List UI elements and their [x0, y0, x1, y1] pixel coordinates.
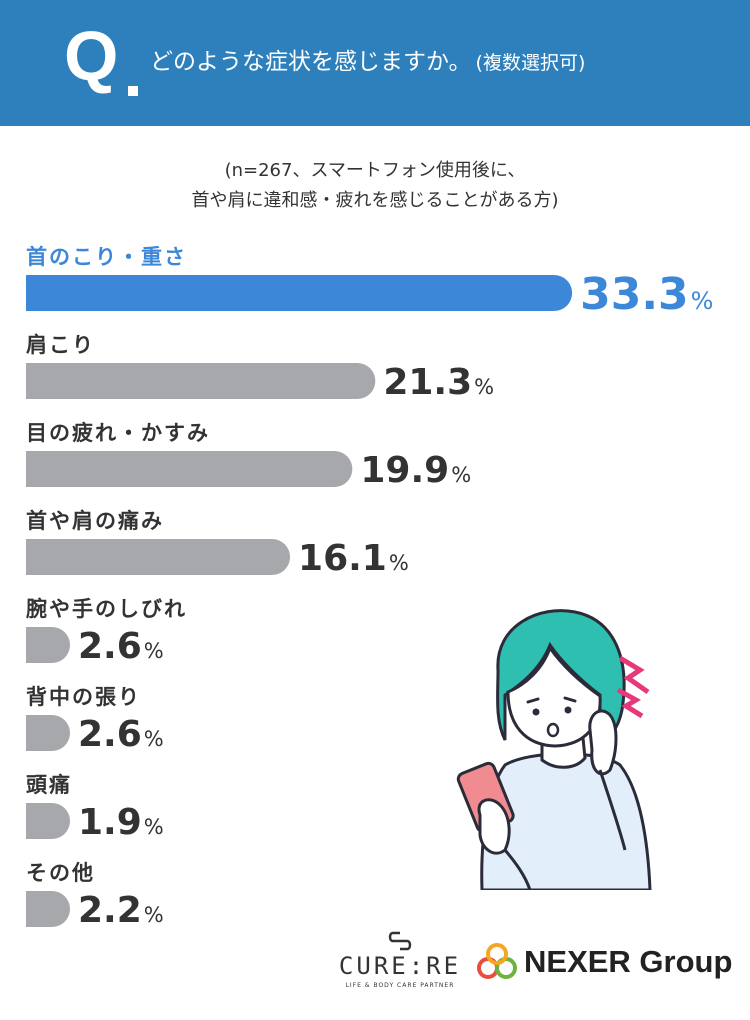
- category-label: 首や肩の痛み: [26, 509, 164, 533]
- nexer-rings-logo-icon: [477, 943, 517, 979]
- category-label: 腕や手のしびれ: [26, 597, 187, 621]
- bar: [26, 627, 70, 663]
- question-main: どのような症状を感じますか。: [150, 49, 472, 75]
- bar: [26, 363, 376, 399]
- bar: [26, 539, 291, 575]
- q-letter: Q: [64, 17, 119, 95]
- q-dot: [128, 86, 138, 96]
- category-label: 肩こり: [26, 333, 95, 357]
- subtitle-line-1: (n=267、スマートフォン使用後に、: [224, 160, 526, 181]
- category-label: その他: [26, 861, 95, 885]
- value-label: 19.9%: [360, 450, 471, 491]
- cure-re-logo: CURE:RE LIFE & BODY CARE PARTNER: [330, 930, 470, 1000]
- category-label: 頭痛: [26, 773, 72, 797]
- woman-with-smartphone-neck-pain-illustration: [456, 609, 652, 890]
- value-label: 16.1%: [298, 538, 409, 579]
- value-label: 33.3%: [580, 269, 713, 320]
- category-label: 首のこり・重さ: [26, 245, 187, 269]
- subtitle-line-2: 首や肩に違和感・疲れを感じることがある方): [191, 190, 559, 211]
- bar: [26, 451, 353, 487]
- bar: [26, 891, 70, 927]
- cure-re-logo-icon: [388, 931, 412, 951]
- value-label: 1.9%: [78, 802, 164, 843]
- bar: [26, 803, 70, 839]
- category-label: 背中の張り: [26, 685, 141, 709]
- value-label: 2.6%: [78, 714, 164, 755]
- question-text: どのような症状を感じますか。 (複数選択可): [150, 46, 585, 79]
- question-header: Q どのような症状を感じますか。 (複数選択可): [0, 0, 750, 126]
- value-label: 21.3%: [383, 362, 494, 403]
- value-label: 2.2%: [78, 890, 164, 931]
- cure-re-tagline: LIFE & BODY CARE PARTNER: [345, 982, 455, 989]
- bar: [26, 715, 70, 751]
- chart-subtitle: (n=267、スマートフォン使用後に、 首や肩に違和感・疲れを感じることがある方…: [0, 156, 750, 216]
- nexer-group-logo: NEXER Group: [474, 938, 744, 988]
- cure-re-logo-text: CURE:RE: [338, 952, 462, 980]
- question-note: (複数選択可): [475, 52, 586, 74]
- value-label: 2.6%: [78, 626, 164, 667]
- bar: [26, 275, 573, 311]
- category-label: 目の疲れ・かすみ: [26, 421, 210, 445]
- nexer-group-logo-text: NEXER Group: [524, 944, 733, 979]
